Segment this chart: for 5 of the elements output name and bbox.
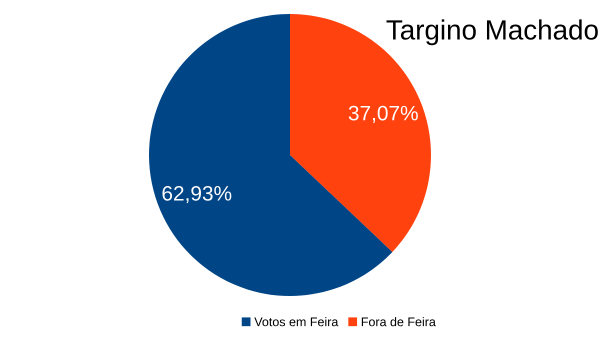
legend-label: Fora de Feira <box>362 317 436 326</box>
legend-label: Votos em Feira <box>254 317 338 326</box>
data-label: 37,07% <box>348 106 418 123</box>
text: Targino Machado <box>386 19 598 46</box>
data-label: 62,93% <box>162 186 232 204</box>
